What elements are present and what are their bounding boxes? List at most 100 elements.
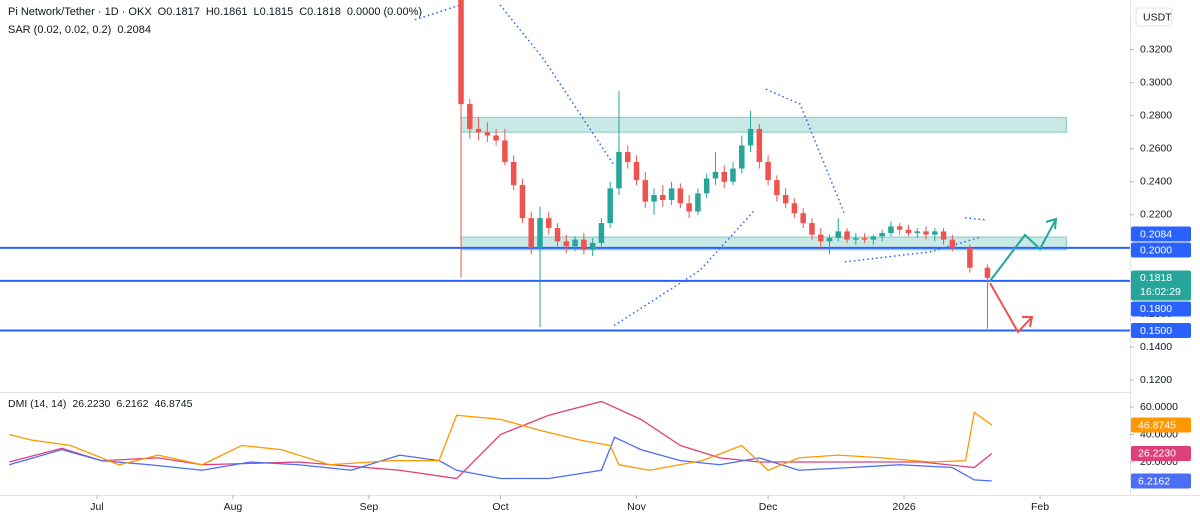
price-tag-label: 0.1800	[1140, 303, 1172, 315]
candle-body	[747, 128, 754, 146]
y-tick-label: 0.1200	[1140, 374, 1172, 386]
bearish-arrow-head	[1022, 316, 1034, 328]
candle-body	[668, 188, 675, 200]
candle-body	[554, 228, 561, 242]
price-tag-label: 0.2000	[1140, 244, 1172, 256]
sar-dots	[499, 4, 615, 166]
projection-arrows	[989, 217, 1058, 334]
candle-body	[888, 226, 894, 234]
candle-body	[853, 237, 859, 240]
unit-label: USDT	[1143, 11, 1172, 23]
candle-body	[923, 231, 929, 235]
sar-dots	[414, 4, 461, 21]
candle-body	[519, 185, 526, 219]
candle-body	[660, 195, 666, 200]
value-tag	[1131, 445, 1191, 461]
indicator-value: 0.2084	[117, 24, 151, 36]
candle-body	[484, 132, 491, 136]
dmi-line	[9, 411, 993, 472]
y-tick-label: 0.2600	[1140, 143, 1172, 155]
x-tick-label: Oct	[492, 501, 508, 513]
price-tag	[1131, 301, 1191, 317]
dmi-pane	[9, 400, 993, 482]
candle-body	[467, 104, 473, 129]
y-tick-label: 0.1400	[1140, 341, 1172, 353]
sar-dots	[964, 217, 986, 221]
y-tick-label: 0.2200	[1140, 209, 1172, 221]
x-tick-label: Aug	[224, 501, 243, 513]
candle-body	[949, 239, 956, 248]
bullish-arrow	[989, 218, 1057, 282]
dmi-readout: 6.2162	[116, 398, 148, 410]
bearish-arrow	[989, 282, 1033, 334]
candle-body	[493, 135, 499, 141]
candle-body	[721, 171, 727, 182]
candle-body	[756, 128, 763, 162]
candle-body	[563, 241, 570, 247]
x-tick-label: Dec	[759, 501, 778, 513]
candle-body	[774, 180, 780, 195]
change-readout: 0.0000 (0.00%)	[347, 6, 422, 18]
candle-body	[703, 178, 710, 194]
candle-body	[616, 152, 622, 189]
candle-body	[861, 237, 868, 240]
candle-body	[546, 218, 552, 229]
candle-body	[510, 161, 517, 186]
axes: 0.32000.30000.28000.26000.24000.22000.16…	[90, 7, 1191, 513]
y-tick-label: 0.2800	[1140, 109, 1172, 121]
candle-body	[572, 239, 578, 247]
candle-body	[940, 231, 947, 240]
ohlc-readout: L0.1815	[253, 6, 293, 18]
candle-body	[475, 128, 482, 133]
ohlc-readout: O0.1817	[158, 6, 200, 18]
y-tick-label: 0.2400	[1140, 176, 1172, 188]
candle-body	[905, 229, 912, 234]
x-tick-label: Jul	[90, 501, 103, 513]
candle-body	[624, 152, 631, 162]
candle-body	[984, 267, 991, 278]
price-tag	[1131, 270, 1191, 301]
candle-body	[800, 213, 806, 224]
candle-body	[712, 171, 719, 179]
y-tick-label: 60.0000	[1140, 401, 1178, 413]
value-tag-label: 6.2162	[1138, 475, 1170, 487]
price-pane	[0, 0, 1130, 332]
candle-body	[967, 247, 973, 268]
sar-dots	[844, 236, 981, 263]
candle-body	[528, 218, 534, 248]
candle-body	[932, 231, 938, 235]
candle-body	[651, 195, 657, 202]
candle-body	[458, 0, 464, 105]
price-tag-label: 0.1818	[1140, 272, 1172, 284]
y-tick-label: 0.3000	[1140, 76, 1172, 88]
dmi-line	[9, 436, 992, 482]
value-tag-label: 26.2230	[1138, 448, 1176, 460]
value-tag	[1131, 473, 1191, 489]
candle-body	[677, 188, 684, 204]
candle-body	[686, 203, 692, 212]
candle-body	[879, 233, 885, 237]
x-tick-label: Nov	[627, 501, 646, 513]
value-tag	[1131, 417, 1191, 433]
candle-body	[817, 234, 824, 242]
x-tick-label: Sep	[360, 501, 379, 513]
price-tag	[1131, 226, 1191, 242]
candle-body	[826, 237, 833, 242]
candle-body	[642, 180, 649, 202]
candle-body	[695, 193, 701, 212]
candle-body	[502, 140, 508, 162]
candle-body	[835, 231, 842, 238]
x-tick-label: 2026	[892, 501, 916, 513]
price-tag-countdown: 16:02:29	[1140, 286, 1181, 298]
bullish-arrow-head	[1045, 217, 1058, 230]
candle-body	[791, 203, 798, 214]
candle-body	[589, 242, 596, 250]
dmi-title: DMI (14, 14)	[8, 398, 66, 410]
candle-body	[870, 236, 877, 240]
dmi-readout: 46.8745	[154, 398, 192, 410]
dmi-line	[9, 400, 993, 480]
dmi-readout: 26.2230	[72, 398, 110, 410]
indicator-name: SAR (0.02, 0.02, 0.2)	[8, 24, 111, 36]
